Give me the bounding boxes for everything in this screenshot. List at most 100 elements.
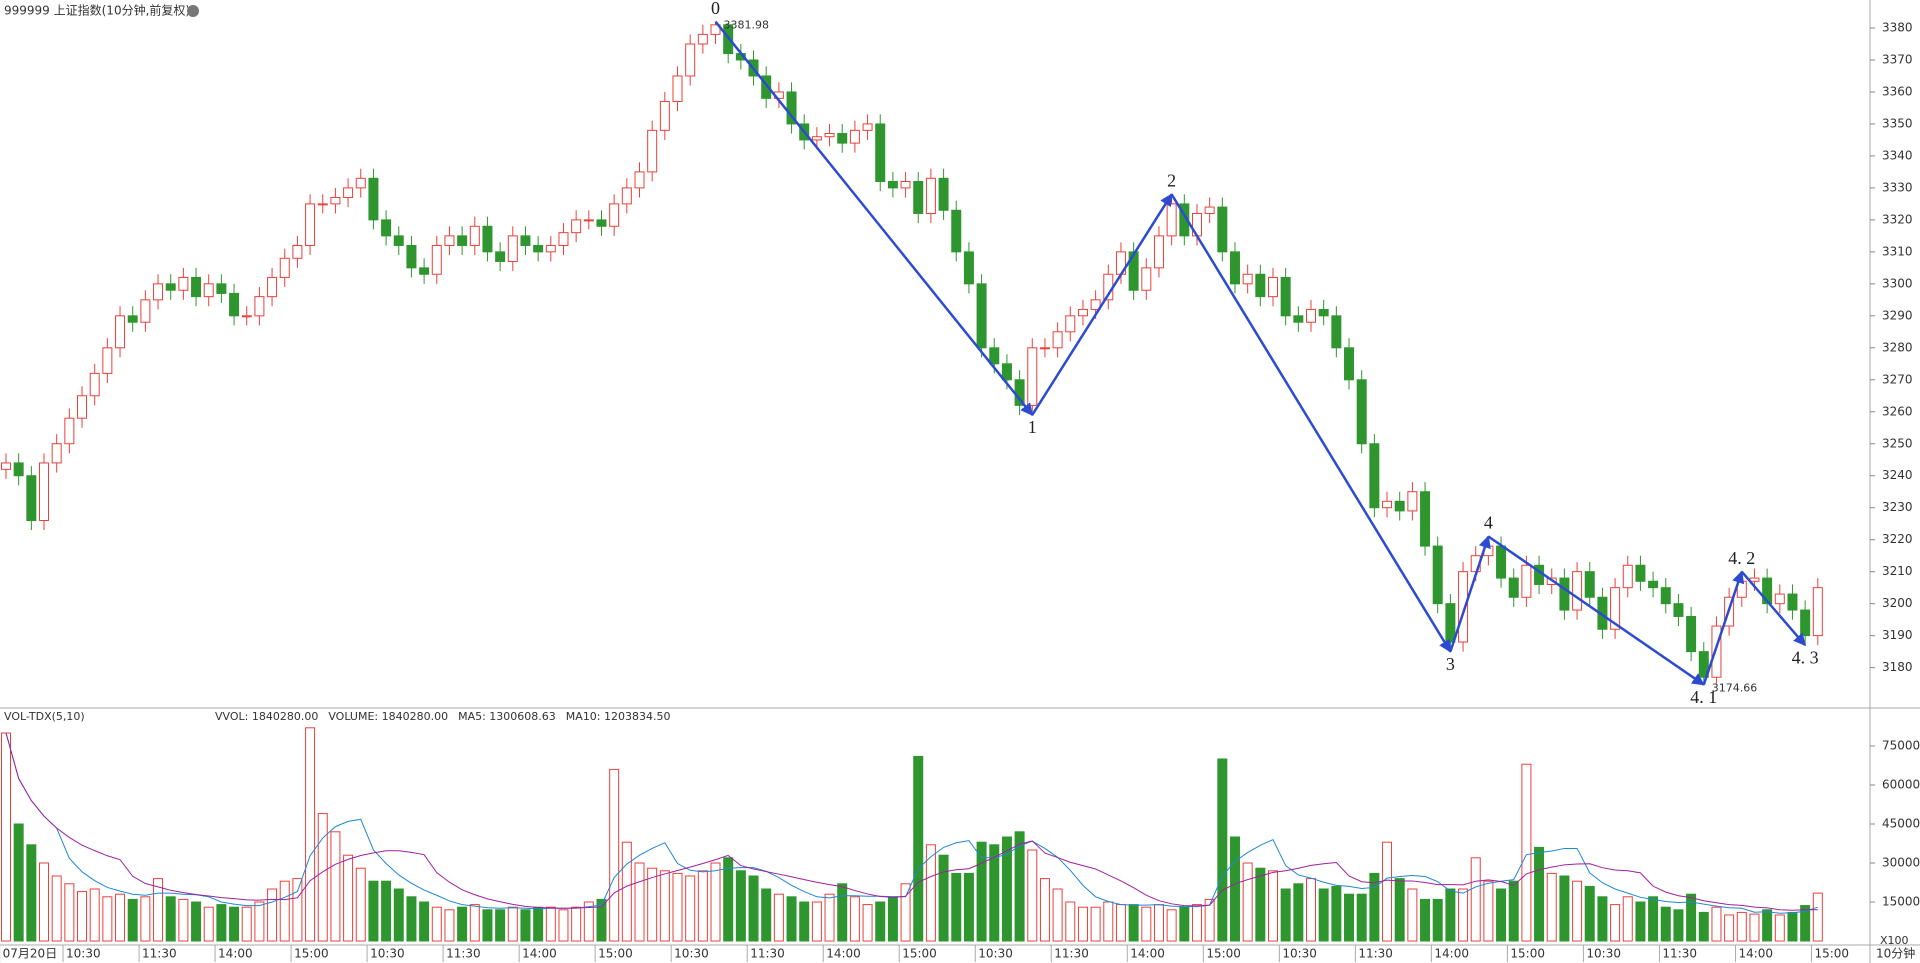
volume-bar: [431, 906, 442, 942]
x-tick-label: 14:00: [522, 947, 557, 961]
volume-bar: [1166, 909, 1177, 942]
candle-body: [989, 347, 1000, 365]
volume-bar: [1001, 836, 1012, 942]
volume-bar: [115, 893, 126, 942]
candle-body: [229, 292, 240, 317]
candle-body: [533, 244, 544, 253]
wave-arrow: [1031, 193, 1173, 416]
volume-bar: [1508, 880, 1519, 942]
volume-bar: [875, 901, 886, 942]
volume-bar: [191, 901, 202, 942]
volume-bar: [1128, 904, 1139, 942]
legend-entry: MA10: 1203834.50: [566, 710, 671, 723]
candle-body: [925, 177, 936, 214]
title-menu[interactable]: [187, 5, 199, 17]
volume-bar: [1534, 846, 1545, 942]
volume-bar: [571, 906, 582, 942]
volume-bar: [520, 909, 531, 942]
volume-bar: [1812, 892, 1823, 942]
volume-bar: [1153, 904, 1164, 942]
candle-body: [1229, 251, 1240, 285]
volume-bar: [1217, 758, 1228, 942]
candle-body: [1001, 363, 1012, 381]
candle-body: [583, 219, 594, 222]
volume-bar: [837, 883, 848, 942]
candle-body: [811, 136, 822, 141]
candle-body: [39, 462, 50, 522]
y-tick-label: 3370: [1882, 52, 1913, 66]
candle-body: [343, 187, 354, 198]
candle-body: [64, 417, 75, 445]
volume-bar: [1280, 888, 1291, 942]
volume-bar: [1762, 909, 1773, 942]
volume-bar: [178, 898, 189, 942]
volume-bar: [13, 823, 24, 942]
candle-body: [558, 232, 569, 246]
ma-line: [5, 732, 1818, 914]
volume-bar: [203, 906, 214, 942]
volume-bar: [495, 909, 506, 942]
candle-body: [1280, 276, 1291, 317]
candle-body: [1027, 347, 1038, 406]
volume-bar: [102, 896, 113, 942]
wave-arrow: [714, 20, 1034, 416]
volume-bar: [1572, 880, 1583, 942]
y-tick-label: 3340: [1882, 148, 1913, 162]
volume-bar: [1027, 849, 1038, 942]
candle-body: [1356, 379, 1367, 445]
candle-body: [51, 443, 62, 464]
candle-body: [963, 251, 974, 285]
candle-body: [267, 276, 278, 298]
volume-bar: [1787, 911, 1798, 942]
candle-body: [1432, 545, 1443, 605]
candle-body: [571, 219, 582, 234]
volume-bar: [305, 727, 316, 942]
volume-bar: [419, 901, 430, 942]
candle-body: [1382, 500, 1393, 509]
y-tick-label: 45000: [1882, 817, 1920, 831]
candle-body: [1812, 587, 1823, 637]
candle-body: [178, 276, 189, 291]
x-tick-label: 11:30: [446, 947, 481, 961]
candle-body: [241, 315, 252, 318]
volume-bar: [1597, 896, 1608, 942]
candle-body: [1394, 500, 1405, 512]
x-tick-label: 10:30: [370, 947, 405, 961]
volume-bar: [241, 906, 252, 942]
candle-body: [1749, 577, 1760, 582]
volume-bar: [1, 732, 11, 942]
x-tick-label: 15:00: [1206, 947, 1241, 961]
chart-title: 999999 上证指数(10分钟,前复权): [4, 3, 190, 18]
candle-body: [1369, 443, 1380, 509]
candle-body: [431, 244, 442, 275]
x-tick-label: 11:30: [1662, 947, 1697, 961]
candle-body: [1293, 315, 1304, 323]
x-tick-label: 10:30: [978, 947, 1013, 961]
volume-bar: [811, 901, 822, 942]
candle-body: [89, 372, 100, 397]
volume-bar: [1141, 906, 1152, 942]
extreme-label: 3381.98: [724, 19, 770, 32]
volume-bar: [1800, 905, 1811, 942]
candle-body: [609, 203, 620, 227]
y-tick-label: 3180: [1882, 660, 1913, 674]
candle-body: [887, 181, 898, 189]
candle-body: [520, 235, 531, 246]
volume-bar: [1014, 831, 1025, 942]
volume-bar: [39, 862, 50, 942]
wave-label: 4. 1: [1690, 687, 1717, 707]
volume-bar: [1673, 909, 1684, 942]
candle-body: [621, 187, 632, 205]
candle-body: [317, 203, 328, 206]
candle-body: [153, 283, 164, 301]
volume-bar: [1090, 906, 1101, 942]
volume-bar: [292, 878, 303, 942]
candle-body: [1496, 545, 1507, 579]
x-tick-label: 10:30: [1282, 947, 1317, 961]
volume-bar: [609, 768, 620, 942]
candle-body: [1622, 564, 1633, 589]
wave-arrow: [1740, 570, 1807, 647]
volume-bar: [1293, 883, 1304, 942]
candle-body: [1141, 267, 1152, 291]
candle-body: [1521, 564, 1532, 598]
